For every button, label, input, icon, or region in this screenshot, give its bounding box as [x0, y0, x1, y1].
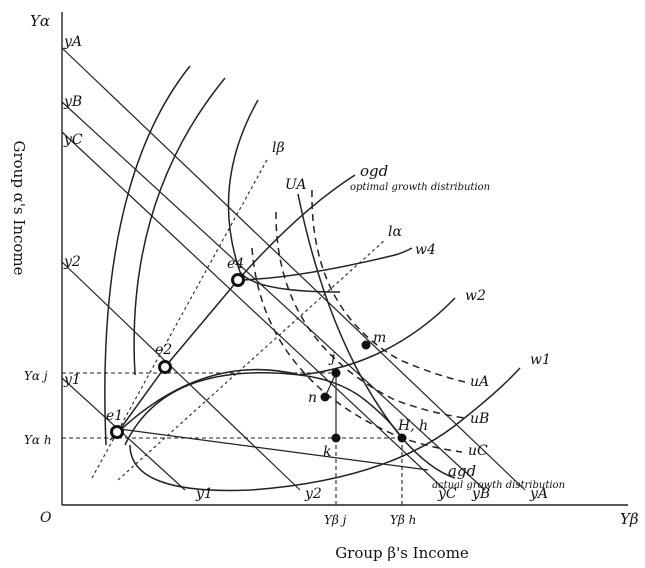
point-e2 — [158, 360, 172, 374]
label-uB: uB — [470, 411, 489, 427]
point-j — [331, 368, 341, 378]
budget-line-y2 — [61, 261, 301, 491]
label-Hh: H, h — [397, 418, 428, 434]
ray-agd — [111, 427, 429, 471]
label-w4: w4 — [415, 242, 436, 258]
label-ogd-description: optimal growth distribution — [350, 182, 490, 193]
label-uA: uA — [470, 374, 489, 390]
label-j: j — [328, 350, 336, 366]
curve-e1-frontier — [104, 65, 191, 446]
point-n — [320, 392, 330, 402]
label-l-beta: lβ — [272, 140, 285, 156]
label-agd: agd — [448, 462, 476, 480]
point-k — [331, 433, 341, 443]
point-Hh — [397, 433, 407, 443]
label-yA-left: yA — [63, 34, 82, 50]
point-e4 — [231, 273, 245, 287]
label-yB-bottom: yB — [471, 486, 490, 502]
label-m: m — [373, 330, 386, 346]
curve-e4-frontier — [227, 99, 341, 293]
curve-uC — [251, 247, 463, 453]
x-axis-label: Yβ — [620, 510, 639, 528]
curve-w4 — [239, 247, 413, 281]
point-e1 — [110, 425, 124, 439]
label-e2: e2 — [155, 342, 172, 358]
origin-label: O — [40, 510, 52, 526]
curve-uB — [275, 211, 466, 419]
curve-e2-frontier — [133, 77, 226, 376]
label-y2-left: y2 — [63, 254, 81, 270]
curve-UA — [297, 193, 456, 479]
curve-w1 — [129, 367, 521, 492]
ray-ogd — [117, 174, 356, 433]
label-yB-left: yB — [63, 94, 82, 110]
label-uC: uC — [468, 443, 488, 459]
label-y1-bottom: y1 — [195, 486, 213, 502]
label-k: k — [323, 444, 331, 460]
label-y1-left: y1 — [63, 372, 81, 388]
label-yC-left: yC — [63, 132, 83, 148]
label-agd-description: actual growth distribution — [432, 480, 565, 491]
budget-line-yB — [61, 101, 486, 491]
ray-l-beta — [91, 157, 269, 479]
tick-Y-alpha-j: Yα j — [24, 369, 48, 383]
label-l-alpha: lα — [388, 224, 402, 240]
label-e4: e4 — [227, 256, 244, 272]
curve-uA — [311, 189, 466, 383]
label-y2-bottom: y2 — [304, 486, 322, 502]
y-axis-label: Yα — [30, 12, 50, 30]
label-yC-bottom: yC — [437, 486, 457, 502]
budget-line-yA — [61, 47, 526, 491]
label-yA-bottom: yA — [529, 486, 548, 502]
vertical-axis-title: Group α's Income — [10, 140, 28, 275]
horizontal-axis-title: Group β's Income — [335, 544, 469, 562]
label-ogd: ogd — [360, 162, 388, 180]
curve-lower-frontier — [109, 368, 403, 441]
label-UA: UA — [285, 177, 306, 193]
label-w1: w1 — [530, 352, 551, 368]
tick-Y-alpha-h: Yα h — [24, 433, 52, 447]
tick-Y-beta-h: Yβ h — [390, 513, 416, 527]
budget-line-yC — [61, 131, 446, 491]
label-w2: w2 — [465, 288, 486, 304]
tick-Y-beta-j: Yβ j — [324, 513, 347, 527]
label-n: n — [308, 390, 317, 406]
point-m — [361, 340, 371, 350]
label-e1: e1 — [106, 408, 123, 424]
